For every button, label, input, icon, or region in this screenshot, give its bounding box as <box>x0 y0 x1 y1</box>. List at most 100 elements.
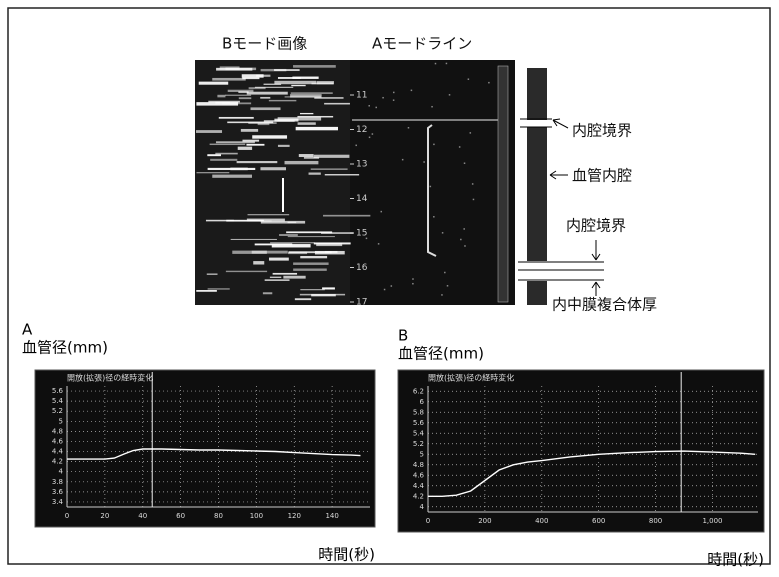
speckle <box>381 211 383 213</box>
x-tick-label: 20 <box>100 512 109 520</box>
y-tick-label: 5 <box>59 417 63 425</box>
bmode-label: Bモード画像 <box>222 35 307 53</box>
speckle <box>217 95 225 98</box>
speckle <box>433 144 435 146</box>
depth-tick-label: 14 <box>356 194 368 204</box>
speckle <box>446 63 448 65</box>
x-tick-label: 80 <box>214 512 223 520</box>
speckle <box>265 279 290 280</box>
y-tick-label: 3.8 <box>52 478 63 486</box>
speckle <box>488 82 490 84</box>
x-tick-label: 1,000 <box>702 517 722 525</box>
speckle <box>300 294 345 296</box>
y-tick-label: 4.2 <box>52 458 63 466</box>
speckle <box>435 63 437 64</box>
speckle <box>325 174 359 175</box>
annotation: 内中膜複合体厚 <box>552 296 657 314</box>
y-tick-label: 5.4 <box>413 429 425 437</box>
y-tick-label: 4.4 <box>413 482 425 490</box>
speckle <box>260 167 286 170</box>
arrow <box>550 171 568 179</box>
speckle <box>225 95 251 96</box>
speckle <box>431 106 433 108</box>
speckle <box>441 294 443 296</box>
speckle <box>208 101 240 103</box>
speckle <box>378 243 380 245</box>
y-tick-label: 6.2 <box>413 387 424 395</box>
speckle <box>323 215 370 217</box>
speckle <box>300 113 313 114</box>
speckle <box>464 162 466 164</box>
speckle <box>369 137 371 139</box>
speckle <box>291 85 305 86</box>
speckle <box>196 290 217 292</box>
speckle <box>293 268 327 270</box>
speckle <box>231 239 277 240</box>
speckle <box>246 144 264 146</box>
y-tick-label: 5 <box>420 450 424 458</box>
speckle <box>463 228 465 230</box>
y-tick-label: 4.4 <box>52 448 64 456</box>
y-tick-label: 4 <box>59 468 64 476</box>
speckle <box>393 92 395 94</box>
speckle <box>291 93 333 94</box>
speckle <box>258 123 270 125</box>
speckle <box>253 261 264 264</box>
annotation: 内腔境界 <box>566 217 626 235</box>
speckle <box>393 99 395 101</box>
speckle <box>272 244 311 247</box>
plot-title: 開放(拡張)径の経時変化 <box>67 373 153 383</box>
speckle <box>251 107 281 110</box>
speckle <box>296 127 338 130</box>
diagram-wall <box>527 68 547 120</box>
chart-label: B <box>398 327 408 345</box>
scale-bar <box>498 66 508 302</box>
y-tick-label: 5.2 <box>413 440 424 448</box>
arrow <box>592 240 600 296</box>
speckle <box>278 145 290 147</box>
y-tick-label: 3.6 <box>52 488 64 496</box>
y-tick-label: 4 <box>420 503 425 511</box>
speckle <box>238 91 248 93</box>
amode-image <box>350 60 515 305</box>
depth-tick-label: 17 <box>356 298 367 308</box>
speckle <box>449 94 451 96</box>
speckle <box>473 199 475 201</box>
y-tick-label: 4.2 <box>413 492 424 500</box>
y-axis-label: 血管径(mm) <box>398 345 484 363</box>
speckle <box>293 65 336 68</box>
speckle <box>355 145 357 147</box>
y-tick-label: 5.4 <box>52 397 64 405</box>
x-tick-label: 140 <box>325 512 338 520</box>
speckle <box>255 87 293 88</box>
annotation: 内腔境界 <box>572 122 632 140</box>
speckle <box>274 81 316 84</box>
speckle <box>270 242 315 243</box>
speckle <box>375 107 377 109</box>
figure: Bモード画像 Aモードライン 内腔境界 血管内腔 内腔境界 内中膜複合体厚 11… <box>0 0 779 573</box>
x-tick-label: 120 <box>288 512 301 520</box>
speckle <box>261 69 287 71</box>
diagram-lumen <box>527 127 547 261</box>
speckle <box>237 161 278 163</box>
speckle <box>447 285 449 287</box>
speckle <box>269 258 289 261</box>
annotation: 血管内腔 <box>572 167 632 185</box>
diagram-wall <box>527 281 547 305</box>
speckle <box>311 169 348 170</box>
x-tick-label: 400 <box>535 517 548 525</box>
speckle <box>226 271 267 272</box>
speckle <box>283 276 305 279</box>
speckle <box>309 173 321 175</box>
speckle <box>288 222 297 223</box>
x-tick-label: 600 <box>592 517 605 525</box>
speckle <box>402 159 404 161</box>
speckle <box>252 135 287 138</box>
chart-label: A <box>22 321 33 339</box>
speckle <box>314 155 350 158</box>
speckle <box>256 75 270 77</box>
speckle <box>289 251 332 253</box>
speckle <box>314 97 343 99</box>
y-tick-label: 5.6 <box>52 387 64 395</box>
speckle <box>295 298 311 300</box>
